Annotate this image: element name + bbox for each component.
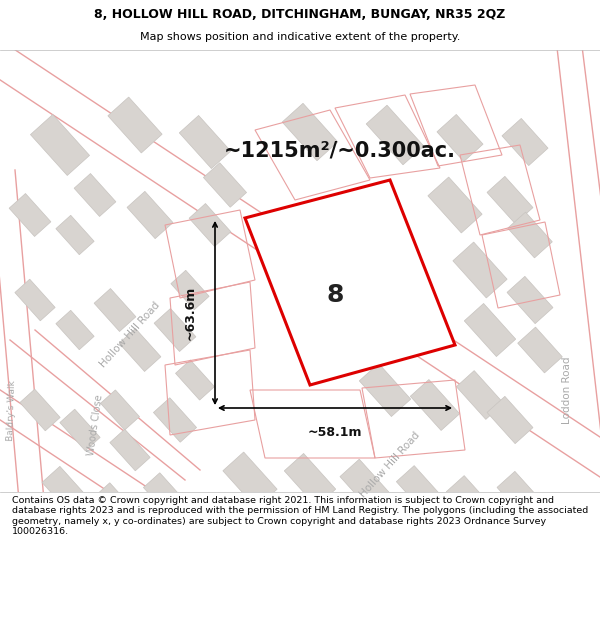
Polygon shape <box>507 276 553 324</box>
Polygon shape <box>340 459 390 511</box>
Text: Baldry's Walk: Baldry's Walk <box>7 379 17 441</box>
Polygon shape <box>508 212 553 258</box>
Polygon shape <box>110 429 150 471</box>
Text: Woods Close: Woods Close <box>86 394 104 456</box>
Polygon shape <box>518 327 562 373</box>
Polygon shape <box>119 329 161 371</box>
Text: ~63.6m: ~63.6m <box>184 286 197 340</box>
Text: Map shows position and indicative extent of the property.: Map shows position and indicative extent… <box>140 32 460 43</box>
Polygon shape <box>464 304 516 356</box>
Polygon shape <box>154 398 197 442</box>
Polygon shape <box>282 103 338 161</box>
Polygon shape <box>9 194 51 236</box>
Polygon shape <box>20 389 60 431</box>
Polygon shape <box>143 472 187 518</box>
Polygon shape <box>284 454 336 506</box>
Polygon shape <box>56 215 94 255</box>
Polygon shape <box>60 409 100 451</box>
Polygon shape <box>359 364 411 416</box>
Polygon shape <box>94 289 136 331</box>
Polygon shape <box>179 116 231 169</box>
Text: ~58.1m: ~58.1m <box>308 426 362 439</box>
Polygon shape <box>410 379 460 431</box>
Polygon shape <box>446 476 494 524</box>
Polygon shape <box>127 191 173 239</box>
Polygon shape <box>189 204 231 246</box>
Polygon shape <box>154 309 196 351</box>
Polygon shape <box>366 105 424 165</box>
Polygon shape <box>457 371 503 419</box>
Text: 8, HOLLOW HILL ROAD, DITCHINGHAM, BUNGAY, NR35 2QZ: 8, HOLLOW HILL ROAD, DITCHINGHAM, BUNGAY… <box>94 8 506 21</box>
Polygon shape <box>245 180 455 385</box>
Text: ~1215m²/~0.300ac.: ~1215m²/~0.300ac. <box>224 140 456 160</box>
Text: Hollow Hill Road: Hollow Hill Road <box>358 431 422 499</box>
Polygon shape <box>15 279 55 321</box>
Polygon shape <box>428 177 482 233</box>
Polygon shape <box>437 114 483 161</box>
Polygon shape <box>108 97 162 153</box>
Polygon shape <box>42 466 88 514</box>
Polygon shape <box>31 114 89 176</box>
Polygon shape <box>94 482 137 528</box>
Polygon shape <box>56 310 94 350</box>
Polygon shape <box>487 396 533 444</box>
Text: 8: 8 <box>326 283 344 307</box>
Polygon shape <box>176 360 214 400</box>
Polygon shape <box>502 119 548 166</box>
Polygon shape <box>203 162 247 208</box>
Text: Hollow Hill Road: Hollow Hill Road <box>98 301 162 369</box>
Polygon shape <box>453 242 507 298</box>
Polygon shape <box>397 466 443 514</box>
Polygon shape <box>101 390 139 430</box>
Text: Contains OS data © Crown copyright and database right 2021. This information is : Contains OS data © Crown copyright and d… <box>12 496 588 536</box>
Polygon shape <box>223 452 277 508</box>
Polygon shape <box>74 174 116 216</box>
Polygon shape <box>487 176 533 224</box>
Polygon shape <box>497 471 543 519</box>
Polygon shape <box>171 270 209 310</box>
Text: Loddon Road: Loddon Road <box>562 356 572 424</box>
